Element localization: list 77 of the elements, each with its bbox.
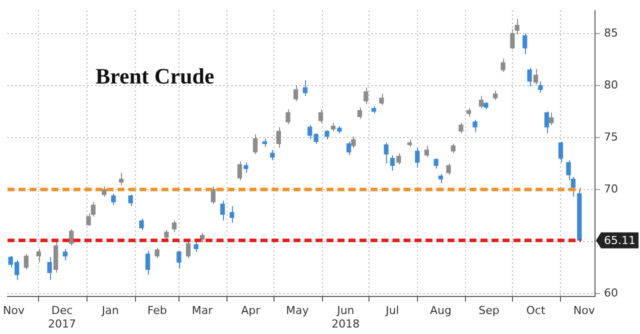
candlestick bbox=[128, 194, 133, 207]
candlestick bbox=[533, 68, 538, 85]
candlestick bbox=[514, 18, 520, 36]
candlestick bbox=[302, 80, 308, 96]
x-tick-label: Jan bbox=[100, 304, 119, 318]
candlestick bbox=[237, 160, 242, 181]
candlestick bbox=[145, 250, 150, 276]
candlestick bbox=[276, 126, 281, 148]
candlestick bbox=[164, 230, 169, 240]
candlestick bbox=[351, 136, 356, 148]
candlestick bbox=[472, 119, 478, 133]
candlestick bbox=[47, 256, 52, 280]
candlestick bbox=[438, 173, 444, 184]
x-tick-label: May bbox=[286, 304, 310, 318]
candlestick bbox=[364, 87, 368, 105]
candlestick bbox=[286, 108, 290, 124]
candlestick bbox=[62, 248, 68, 261]
candlestick bbox=[318, 108, 324, 124]
text: Brent Crude bbox=[96, 63, 214, 88]
candlestick bbox=[538, 80, 543, 94]
candlestick bbox=[478, 95, 484, 109]
candlestick bbox=[558, 141, 564, 163]
x-tick-label: Feb bbox=[147, 304, 167, 318]
x-tick-label: Dec 2017 bbox=[48, 304, 76, 330]
y-tick-label: 80 bbox=[604, 78, 618, 92]
candlestick bbox=[252, 134, 258, 155]
x-tick-label: Sep bbox=[478, 304, 500, 318]
candlestick bbox=[220, 200, 225, 222]
x-tick-label: Mar bbox=[192, 304, 214, 318]
candlestick bbox=[36, 248, 41, 263]
x-tick-label: Nov bbox=[3, 304, 25, 318]
y-tick-label: 60 bbox=[604, 286, 618, 300]
candlestick bbox=[384, 142, 389, 164]
x-tick-label: Aug bbox=[430, 304, 452, 318]
candlestick bbox=[111, 193, 116, 206]
x-tick-label: Oct bbox=[526, 304, 546, 318]
candlestick bbox=[424, 145, 430, 158]
candlestick bbox=[357, 106, 362, 120]
candlestick bbox=[102, 186, 106, 198]
candlestick bbox=[510, 28, 515, 50]
y-tick-label: 75 bbox=[604, 130, 618, 144]
y-tick-label: 85 bbox=[604, 26, 618, 40]
candlestick bbox=[293, 84, 298, 102]
candlestick bbox=[396, 152, 401, 166]
candlestick bbox=[139, 218, 144, 231]
candlestick bbox=[434, 158, 438, 170]
candlestick bbox=[176, 250, 182, 270]
candlestick bbox=[230, 206, 234, 224]
y-tick-label: 70 bbox=[604, 182, 618, 196]
candlestick bbox=[446, 162, 451, 176]
candlestick bbox=[390, 154, 395, 172]
candlestick bbox=[210, 186, 216, 205]
candlestick bbox=[346, 141, 352, 156]
candlestick bbox=[415, 147, 420, 168]
candlestick bbox=[154, 247, 160, 259]
x-tick-label: Nov bbox=[573, 304, 596, 318]
candlestick bbox=[500, 58, 506, 72]
candlestick bbox=[24, 253, 29, 270]
candlestick bbox=[527, 67, 532, 88]
candlestick bbox=[118, 172, 124, 186]
candlestick bbox=[458, 122, 464, 134]
candlestick bbox=[324, 130, 330, 140]
x-tick-label: Jul bbox=[384, 304, 400, 318]
candlestick bbox=[549, 112, 554, 126]
candlestick bbox=[244, 162, 248, 174]
candlestick bbox=[492, 90, 498, 101]
x-tick-label: Jun 2018 bbox=[332, 304, 360, 330]
candlestick bbox=[522, 32, 528, 55]
x-tick-label: Apr bbox=[241, 304, 261, 318]
candlestick bbox=[186, 240, 191, 259]
candlestick bbox=[544, 110, 550, 134]
candlestick bbox=[69, 228, 74, 246]
candlestick bbox=[270, 149, 275, 161]
candlestick bbox=[379, 93, 384, 106]
candlestick bbox=[172, 220, 177, 233]
ref-line-label: 65.11 bbox=[604, 234, 636, 248]
candlestick bbox=[450, 143, 456, 154]
